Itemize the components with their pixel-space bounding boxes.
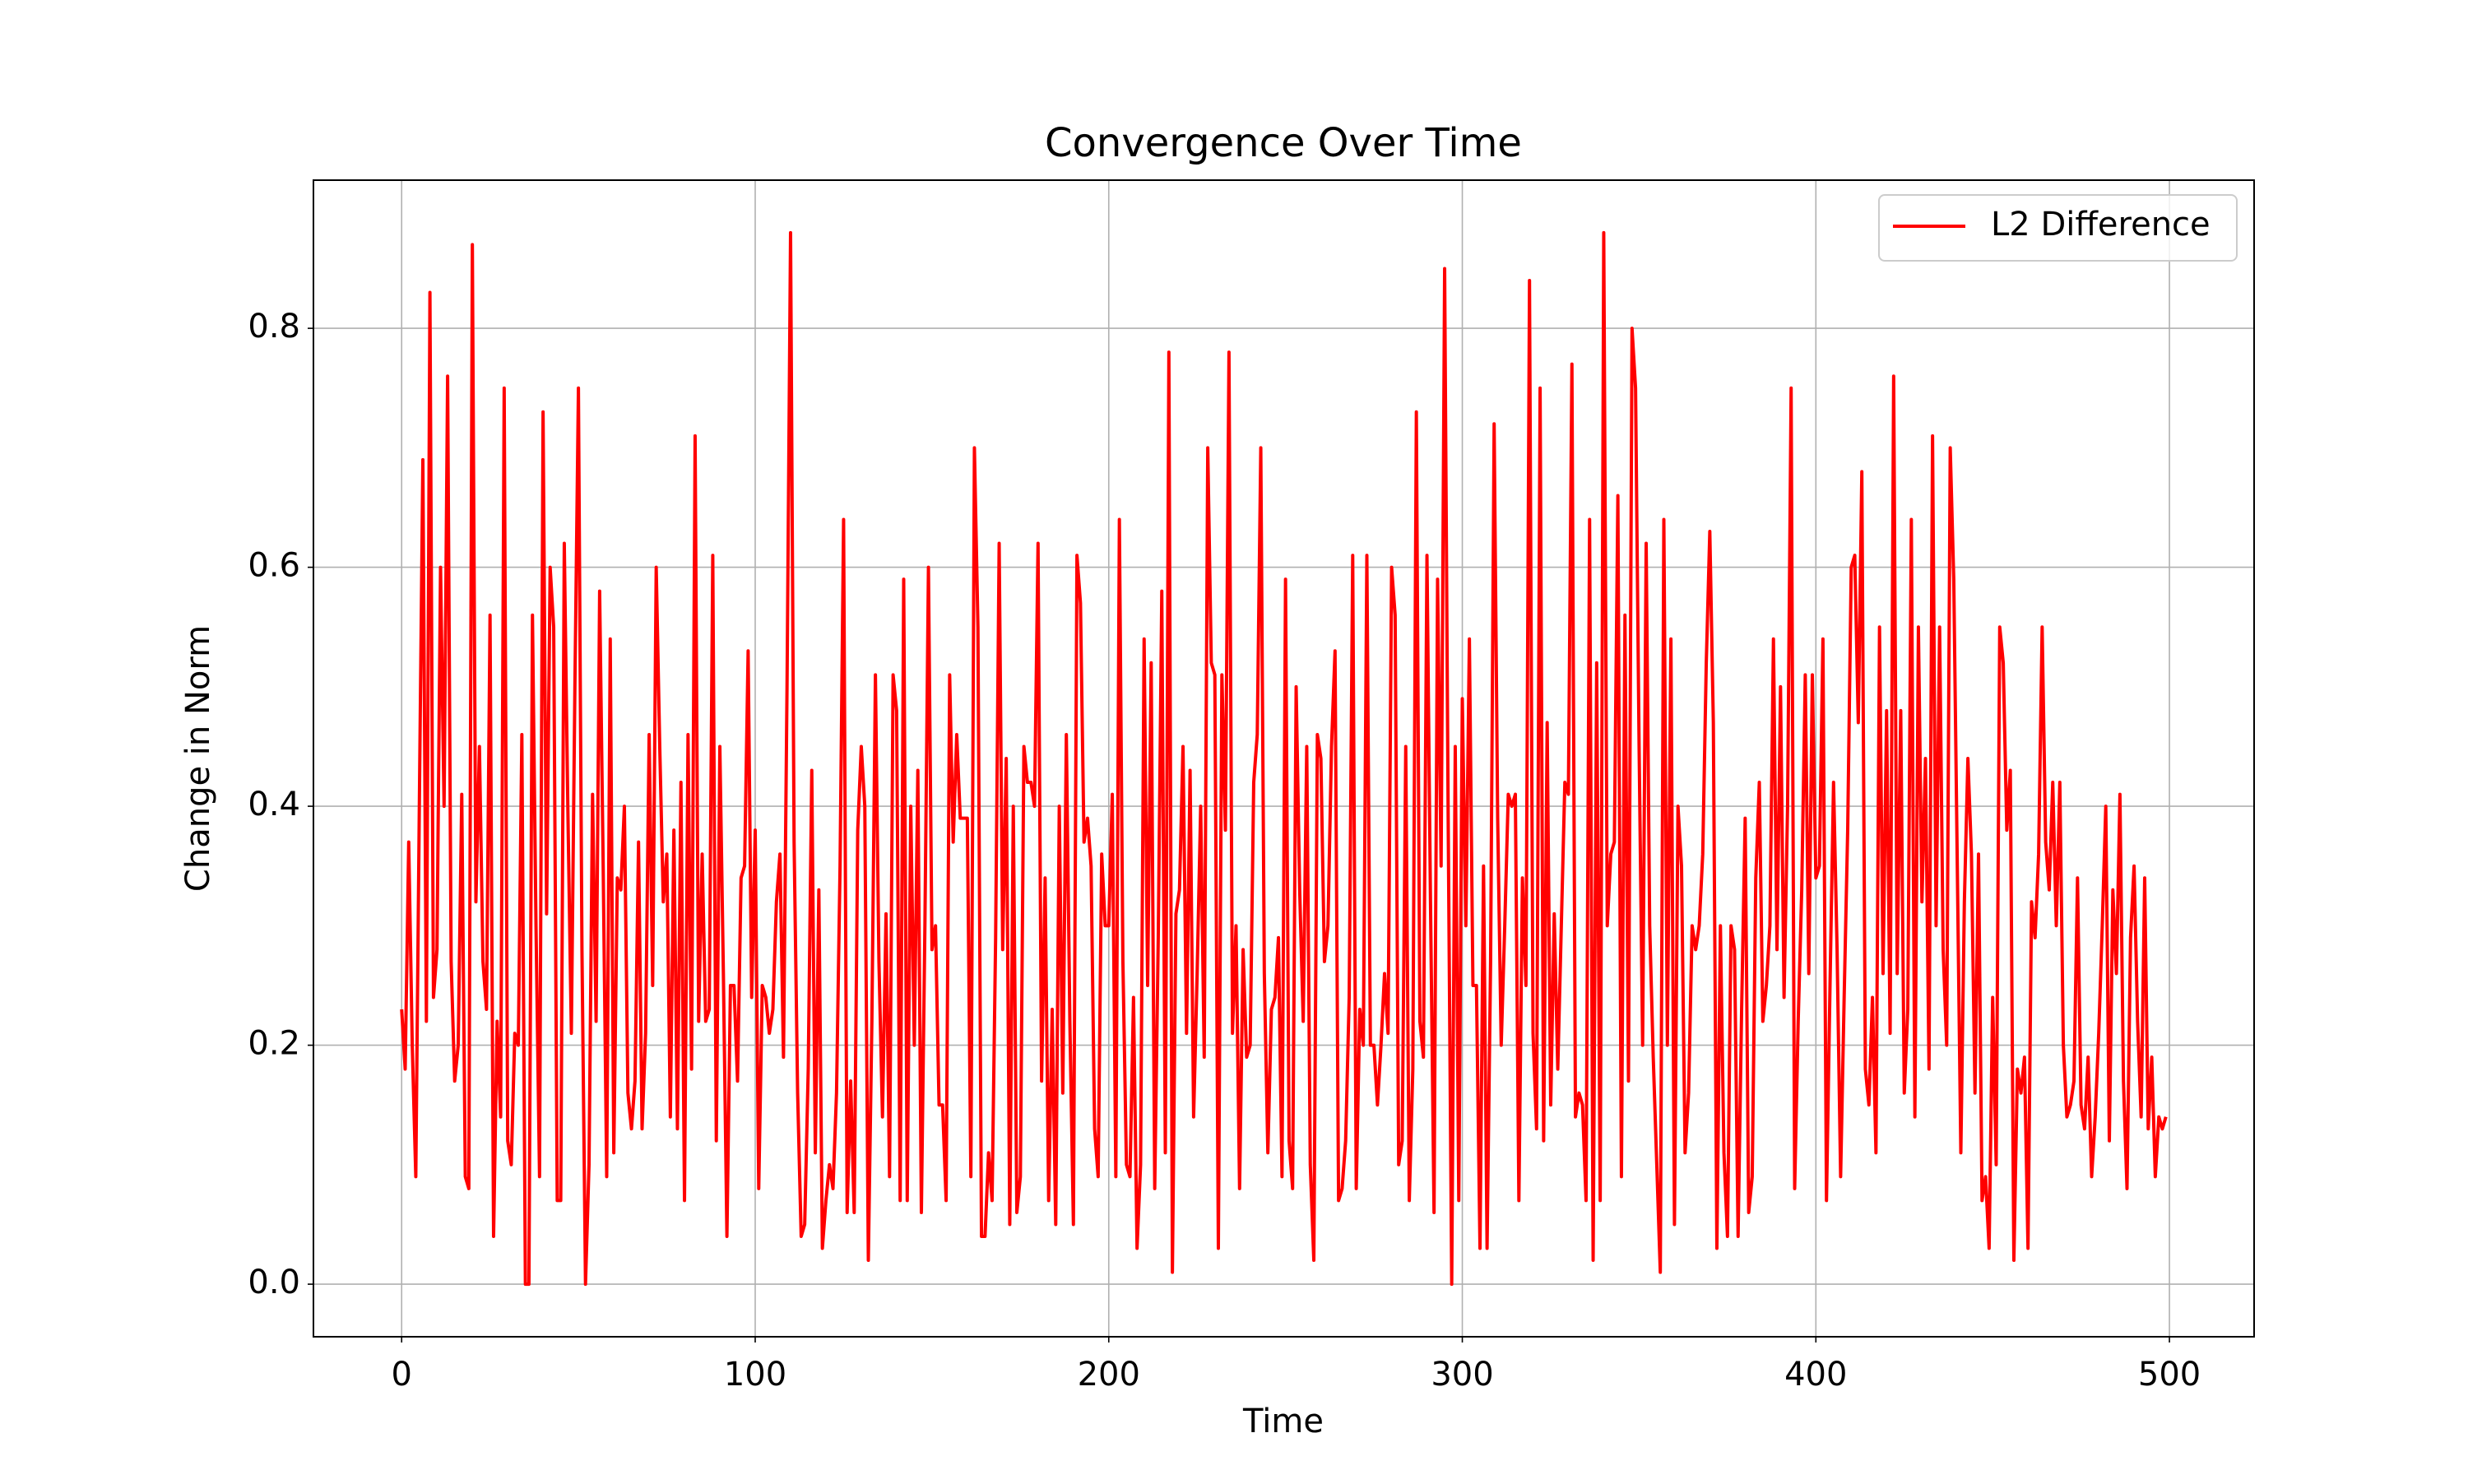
x-axis-label: Time [1242,1403,1324,1440]
y-tick-label: 0.0 [248,1264,300,1301]
x-tick-label: 400 [1784,1356,1847,1394]
plot-frame [313,179,2255,1338]
y-tick-label: 0.8 [248,308,300,345]
legend: L2 Difference [1878,194,2238,262]
x-tick-label: 200 [1078,1356,1140,1394]
x-tick-label: 100 [724,1356,786,1394]
x-tick-label: 500 [2138,1356,2201,1394]
data-line [400,230,2168,1287]
x-tick-label: 300 [1431,1356,1493,1394]
y-tick-label: 0.2 [248,1025,300,1063]
legend-label: L2 Difference [1991,206,2211,243]
chart-title: Convergence Over Time [1045,120,1522,166]
y-tick-label: 0.6 [248,547,300,585]
y-axis-label: Change in Norm [179,625,217,892]
x-tick-label: 0 [392,1356,412,1394]
y-tick-label: 0.4 [248,786,300,823]
legend-box [1878,194,2238,262]
